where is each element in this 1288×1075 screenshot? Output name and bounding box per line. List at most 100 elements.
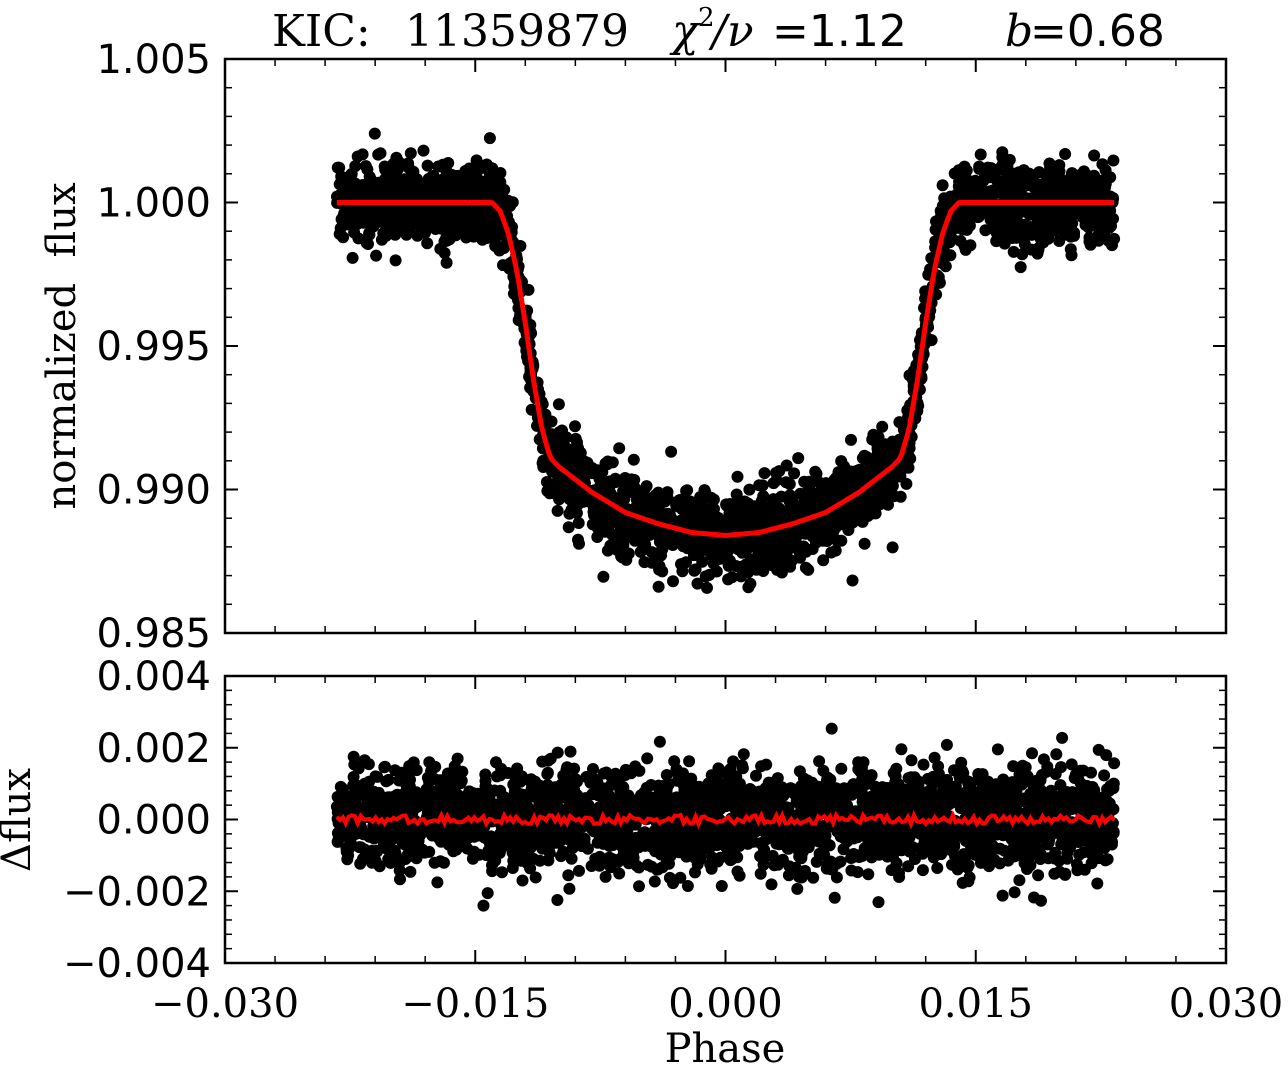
- residual-point: [468, 830, 481, 843]
- data-point: [358, 210, 370, 222]
- residual-point: [889, 776, 902, 789]
- residual-point: [835, 762, 848, 775]
- data-point: [572, 533, 584, 546]
- data-point: [388, 203, 401, 216]
- data-point: [974, 148, 987, 161]
- data-point: [483, 217, 496, 230]
- data-point: [1024, 221, 1037, 233]
- residual-point: [885, 864, 898, 877]
- residual-point: [368, 832, 381, 845]
- data-point: [346, 189, 359, 202]
- data-point: [569, 420, 581, 433]
- data-point: [1003, 153, 1016, 166]
- data-point: [342, 218, 355, 231]
- data-point: [375, 233, 388, 246]
- data-point: [753, 504, 766, 517]
- data-point: [881, 473, 894, 486]
- data-point: [1047, 165, 1060, 178]
- data-point: [938, 192, 951, 205]
- data-point: [650, 524, 663, 537]
- data-point: [990, 226, 1003, 239]
- data-point: [1083, 231, 1096, 244]
- data-point: [430, 182, 443, 195]
- data-point: [333, 161, 346, 174]
- data-point: [1013, 219, 1026, 232]
- data-point: [888, 490, 901, 503]
- residual-point: [972, 768, 985, 780]
- data-point: [991, 208, 1004, 220]
- data-point: [882, 498, 894, 511]
- residual-point: [722, 846, 734, 859]
- data-point: [340, 204, 353, 217]
- data-point: [811, 475, 824, 488]
- data-point: [1022, 178, 1035, 191]
- data-point: [367, 187, 380, 200]
- data-point: [1018, 238, 1031, 251]
- data-point: [931, 220, 944, 233]
- data-point: [936, 179, 949, 192]
- data-point: [1094, 186, 1107, 199]
- data-point: [758, 467, 771, 480]
- data-point: [1003, 189, 1016, 202]
- residual-point: [1048, 867, 1061, 880]
- data-point: [1077, 188, 1089, 201]
- residual-point: [962, 859, 975, 872]
- data-point: [569, 432, 582, 445]
- data-point: [702, 535, 715, 548]
- data-point: [996, 163, 1009, 176]
- residual-point: [423, 845, 436, 858]
- residual-point: [683, 755, 696, 768]
- residual-point: [1107, 827, 1120, 840]
- residual-point: [940, 827, 953, 840]
- residual-point: [477, 899, 490, 912]
- residual-point: [506, 821, 519, 834]
- data-point: [886, 541, 899, 554]
- residual-point: [563, 882, 576, 895]
- data-point: [432, 160, 445, 173]
- data-point: [620, 531, 633, 544]
- residual-point: [1098, 769, 1111, 782]
- residual-point: [486, 859, 498, 872]
- residual-point: [1013, 874, 1026, 887]
- data-point: [372, 148, 385, 161]
- data-point: [591, 531, 604, 543]
- top-model-line: [336, 200, 1115, 538]
- residual-point: [776, 853, 789, 866]
- data-point: [346, 251, 359, 264]
- residual-point: [599, 870, 612, 883]
- residual-point: [367, 820, 380, 833]
- residual-point: [916, 864, 929, 877]
- data-point: [429, 219, 442, 231]
- residual-point: [331, 790, 344, 803]
- residual-point: [1002, 854, 1015, 867]
- data-point: [833, 469, 845, 482]
- data-point: [1051, 207, 1064, 220]
- data-point: [438, 235, 451, 248]
- data-point: [407, 165, 420, 178]
- residual-point: [370, 845, 383, 858]
- residual-point: [1010, 830, 1023, 843]
- data-point: [1064, 243, 1077, 256]
- residual-point: [347, 771, 360, 783]
- residual-point: [353, 841, 366, 854]
- residual-point: [736, 762, 749, 775]
- residual-point: [358, 754, 371, 767]
- data-point: [676, 503, 689, 516]
- data-point: [638, 485, 650, 497]
- data-point: [349, 160, 362, 173]
- residual-point: [727, 755, 740, 768]
- residual-point: [407, 756, 420, 769]
- data-point: [497, 259, 509, 272]
- top-ticks: [224, 58, 1227, 634]
- data-point: [721, 514, 734, 527]
- residual-point: [1041, 760, 1054, 773]
- residual-point: [996, 889, 1009, 902]
- residual-point: [791, 882, 804, 895]
- data-point: [602, 519, 615, 532]
- residual-point: [1008, 886, 1021, 899]
- residual-point: [1099, 854, 1112, 867]
- data-point: [742, 581, 755, 594]
- data-point: [1007, 245, 1020, 258]
